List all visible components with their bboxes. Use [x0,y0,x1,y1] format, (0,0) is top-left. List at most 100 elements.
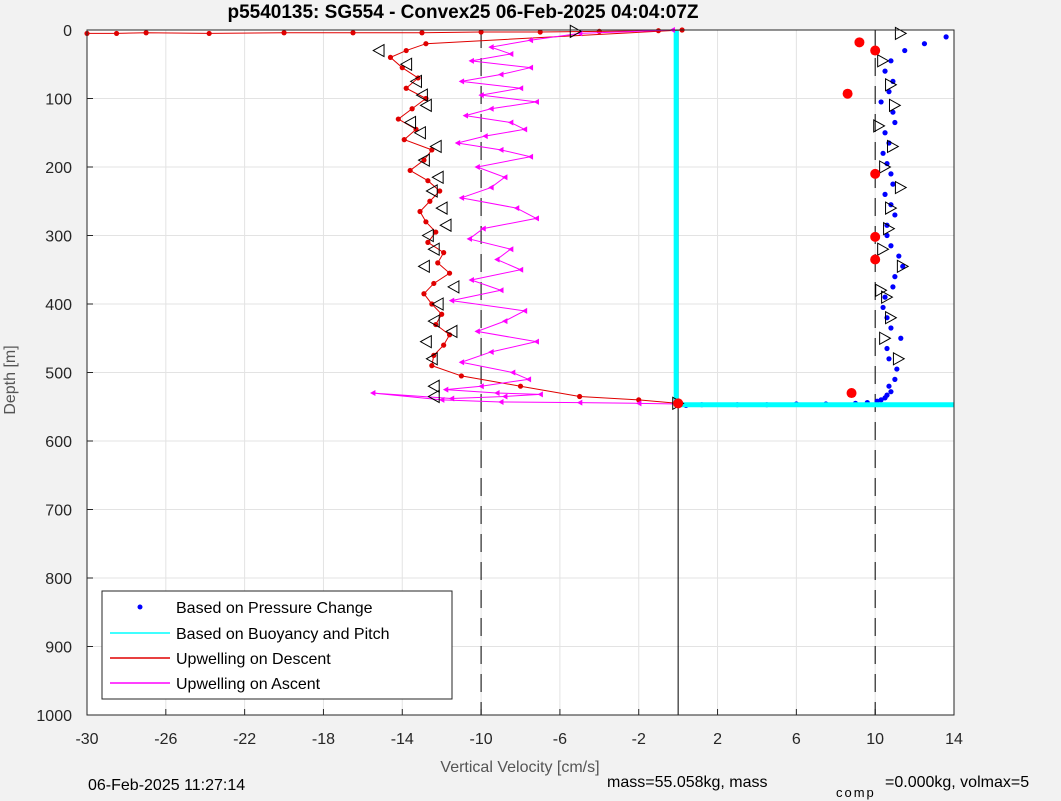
descent-triangle-marker [372,43,385,58]
ascent-point [466,235,472,242]
descent-triangle-marker [413,125,426,140]
pressure-point [888,58,894,64]
y-tick-label: 1000 [36,708,72,725]
legend: Based on Pressure Change Based on Buoyan… [101,590,453,700]
descent-point [429,363,435,369]
pressure-point [890,181,896,187]
pressure-point [900,263,906,269]
y-tick-label: 800 [45,571,72,588]
highlight-point [870,45,881,56]
x-tick-label: -2 [632,731,646,748]
x-tick-label: -14 [391,731,414,748]
pressure-point [892,274,898,280]
pressure-point [888,389,894,395]
x-tick-label: -6 [553,731,567,748]
descent-point [417,208,423,215]
ascent-point [517,266,524,273]
plot-frame [86,29,955,716]
descent-point [517,383,524,389]
descent-point [423,41,429,47]
descent-point [421,157,427,163]
pressure-point [878,99,884,105]
x-tick-label: -10 [470,731,493,748]
highlight-point [870,168,881,179]
ascent-point [507,50,514,57]
pressure-point [882,68,888,74]
descent-point [395,116,401,122]
descent-point [423,219,429,225]
descent-point [446,270,453,276]
ascent-point [533,215,539,222]
ascent-point [498,398,504,405]
ascent-point [370,390,376,397]
descent-point [458,373,464,379]
descent-point [350,30,356,36]
ascent-point [498,287,504,294]
ascent-point [527,64,534,71]
velocity-triangle-marker [885,77,898,92]
x-tick-label: -26 [154,731,177,748]
descent-point [407,167,413,174]
descent-triangle-marker [431,170,444,185]
velocity-triangle-marker [877,242,890,257]
velocity-triangle-marker [885,201,898,215]
pressure-point [896,253,902,259]
pressure-point [902,47,908,54]
descent-point [433,229,439,235]
legend-box [101,590,453,700]
ascent-point [533,98,539,105]
descent-point [401,137,407,143]
velocity-triangle-marker [873,119,886,133]
ascent-point [488,184,494,191]
ascent-point [474,164,480,170]
ascent-point [509,369,516,376]
descent-triangle-marker [415,88,428,102]
velocity-triangle-marker [885,310,898,325]
descent-triangle-marker [427,389,440,404]
y-tick-label: 900 [45,640,72,657]
descent-point [537,29,543,35]
descent-point [427,198,433,204]
descent-triangle-marker [427,314,440,328]
ascent-point [488,105,494,112]
highlight-point [842,88,853,99]
descent-point [403,47,409,54]
pressure-point [888,325,894,331]
descent-point [441,250,447,256]
legend-label-ascent: Upwelling on Ascent [176,676,321,693]
ascent-point [488,348,494,355]
ascent-point [448,395,455,402]
ascent-point [502,174,508,181]
pressure-point [892,119,898,126]
descent-triangle-marker [431,297,444,311]
descent-triangle-marker [419,98,432,113]
y-tick-label: 0 [63,23,72,40]
pressure-point [878,397,884,403]
highlight-point [870,231,881,242]
highlight-point [673,398,684,409]
ascent-point [468,57,474,64]
ascent-point [636,400,642,407]
descent-triangle-marker [427,242,440,257]
pressure-point [882,294,888,300]
y-tick-label: 400 [45,297,72,314]
descent-point [399,65,405,71]
ascent-point [488,44,494,51]
pressure-point [884,232,890,239]
descent-point [478,29,484,35]
velocity-triangle-marker [875,283,888,298]
descent-triangle-marker [399,57,413,72]
velocity-triangle-marker [896,259,910,274]
velocity-triangle-marker [892,351,906,366]
ascent-point [448,297,455,304]
series-2-line [87,29,683,404]
x-tick-label: -18 [312,731,335,748]
descent-point [206,30,212,37]
x-tick-label: 2 [713,731,722,748]
descent-triangle-marker [425,184,438,198]
ascent-point [442,386,449,393]
ascent-point [474,328,480,335]
descent-triangle-marker [403,115,417,130]
descent-triangle-marker [421,228,434,243]
pressure-point [886,383,892,389]
